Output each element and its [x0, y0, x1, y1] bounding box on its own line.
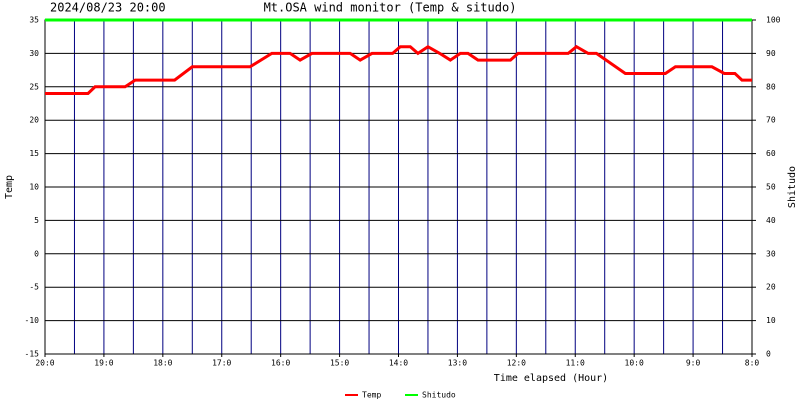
- y2-tick-label: 80: [766, 82, 776, 91]
- x-tick-label: 11:0: [566, 359, 585, 368]
- y-axis-label: Temp: [4, 175, 15, 199]
- y2-tick-label: 90: [766, 49, 776, 58]
- y-tick-label: 20: [29, 116, 39, 125]
- y2-tick-label: 30: [766, 249, 776, 258]
- x-tick-label: 17:0: [212, 359, 231, 368]
- legend-label: Shitudo: [422, 391, 456, 400]
- legend-label: Temp: [362, 391, 381, 400]
- y-tick-label: 10: [29, 183, 39, 192]
- x-tick-label: 13:0: [448, 359, 467, 368]
- chart-subtitle: 2024/08/23 20:00: [50, 1, 166, 15]
- y2-tick-label: 50: [766, 183, 776, 192]
- y-tick-label: 25: [29, 82, 39, 91]
- y-tick-label: 0: [34, 249, 39, 258]
- x-axis-label: Time elapsed (Hour): [494, 373, 608, 384]
- y-tick-label: 35: [29, 16, 39, 25]
- y2-tick-label: 20: [766, 283, 776, 292]
- y-tick-label: 15: [29, 149, 39, 158]
- y-tick-label: -15: [25, 350, 40, 359]
- x-tick-label: 9:0: [686, 359, 701, 368]
- x-tick-label: 10:0: [625, 359, 644, 368]
- series-line: [45, 44, 752, 95]
- y2-tick-label: 60: [766, 149, 776, 158]
- y-tick-label: 30: [29, 49, 39, 58]
- x-tick-label: 20:0: [35, 359, 54, 368]
- y-tick-label: -10: [25, 316, 40, 325]
- y2-tick-label: 40: [766, 216, 776, 225]
- y2-tick-label: 100: [766, 16, 781, 25]
- y-tick-label: 5: [34, 216, 39, 225]
- y-tick-label: -5: [29, 283, 39, 292]
- x-tick-label: 16:0: [271, 359, 290, 368]
- y2-tick-label: 70: [766, 116, 776, 125]
- chart-title: Mt.OSA wind monitor (Temp & situdo): [264, 1, 517, 15]
- y2-tick-label: 10: [766, 316, 776, 325]
- y2-tick-label: 0: [766, 350, 771, 359]
- x-tick-label: 19:0: [94, 359, 113, 368]
- x-tick-label: 15:0: [330, 359, 349, 368]
- y2-axis-label: Shitudo: [787, 166, 798, 208]
- x-tick-label: 8:0: [745, 359, 760, 368]
- x-tick-label: 12:0: [507, 359, 526, 368]
- x-tick-label: 18:0: [153, 359, 172, 368]
- x-tick-label: 14:0: [389, 359, 408, 368]
